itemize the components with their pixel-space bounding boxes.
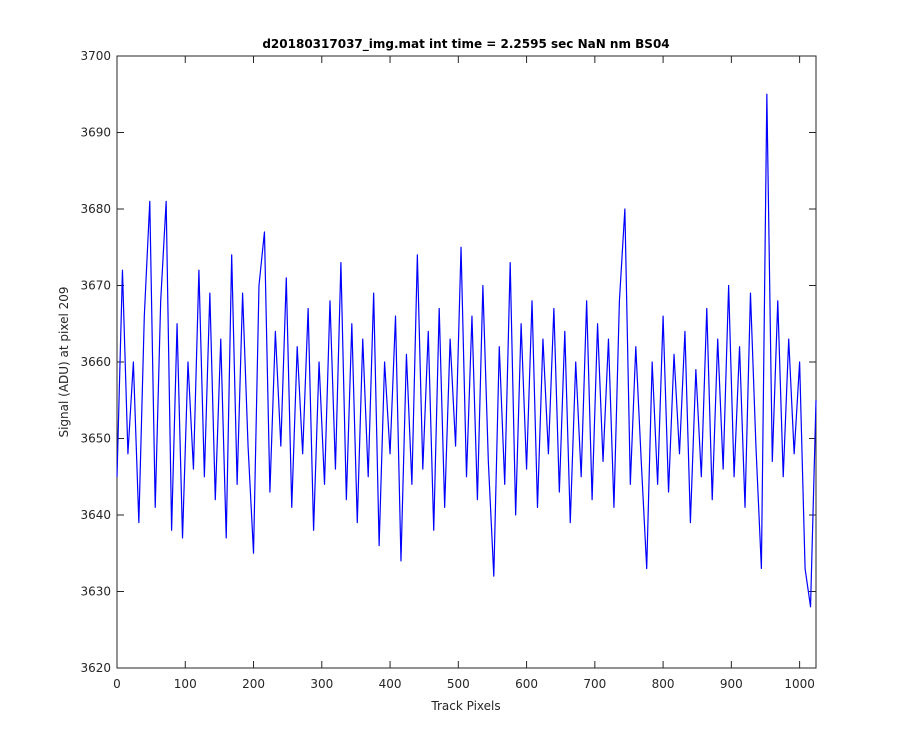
plot-area [116,55,817,669]
y-tick-label: 3700 [80,49,111,63]
data-line [116,93,817,608]
x-tick-label: 900 [720,677,743,691]
x-tick-label: 0 [113,677,121,691]
x-tick-label: 700 [583,677,606,691]
x-axis-label: Track Pixels [430,699,500,713]
x-tick-label: 1000 [784,677,815,691]
y-tick-label: 3630 [80,585,111,599]
y-tick-label: 3650 [80,432,111,446]
y-tick-label: 3680 [80,202,111,216]
y-tick-label: 3640 [80,508,111,522]
y-tick-label: 3670 [80,279,111,293]
x-tick-label: 800 [652,677,675,691]
x-tick-label: 200 [242,677,265,691]
y-tick-label: 3620 [80,661,111,675]
chart-title: d20180317037_img.mat int time = 2.2595 s… [262,37,669,52]
y-tick-label: 3690 [80,126,111,140]
y-axis-label: Signal (ADU) at pixel 209 [57,286,71,437]
x-tick-label: 300 [310,677,333,691]
x-tick-label: 600 [515,677,538,691]
x-tick-label: 400 [379,677,402,691]
x-tick-label: 100 [174,677,197,691]
y-tick-label: 3660 [80,355,111,369]
x-tick-label: 500 [447,677,470,691]
